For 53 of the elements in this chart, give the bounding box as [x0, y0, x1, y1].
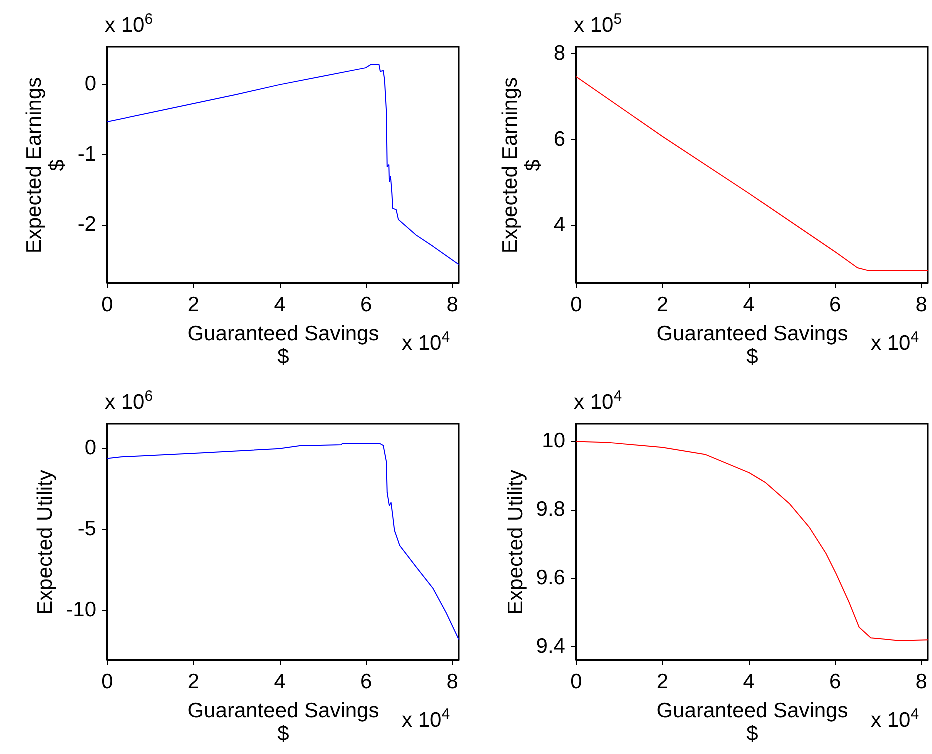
y-tick-label: 8 — [554, 42, 566, 65]
y-tick-label: 9.6 — [536, 566, 566, 590]
y-tick-label: 4 — [554, 214, 566, 237]
x-tick-label: 6 — [360, 294, 372, 316]
text: x 10$^{4}$ — [574, 388, 622, 414]
text: x 10$^{4}$ — [402, 329, 450, 355]
x-tick-label: 4 — [743, 294, 756, 316]
text: x 10$^{4}$ — [402, 706, 450, 732]
x-tick-label: 8 — [916, 670, 928, 694]
x-axis-title: Guaranteed Savings $ — [188, 322, 380, 368]
x-tick-label: 4 — [274, 670, 286, 694]
y-tick-label: 9.8 — [536, 498, 566, 522]
x-tick-label: 8 — [916, 294, 928, 316]
x-tick-label: 6 — [829, 670, 842, 694]
x-tick-label: 6 — [829, 294, 842, 316]
x-tick-label: 6 — [360, 670, 372, 694]
x-tick-label: 2 — [656, 670, 669, 694]
x-tick-label: 8 — [446, 670, 458, 694]
y-axis-title: Expected Utility — [504, 470, 528, 615]
x-axis-title: Guaranteed Savings $ — [188, 700, 380, 746]
y-tick-label: 6 — [554, 128, 566, 151]
y-axis-title: Expected Utility — [34, 470, 58, 615]
x-tick-label: 0 — [102, 294, 114, 316]
y-axis-title: Expected Earnings $ — [498, 77, 545, 254]
y-tick-label: 0 — [84, 436, 96, 460]
x-tick-label: 2 — [188, 294, 200, 316]
line-series — [107, 443, 459, 640]
line-series — [576, 441, 928, 642]
x-tick-label: 2 — [656, 294, 669, 316]
x-axis-title: Guaranteed Savings $ — [656, 700, 848, 746]
y-tick-label: -10 — [66, 598, 96, 622]
x-tick-label: 0 — [570, 294, 582, 316]
x-tick-label: 4 — [743, 670, 756, 694]
x-tick-label: 0 — [570, 670, 582, 694]
y-tick-label: 10 — [542, 430, 566, 453]
line-series — [107, 64, 459, 266]
x-tick-label: 8 — [446, 294, 458, 316]
text: x 10$^{4}$ — [871, 329, 920, 355]
x-axis-title: Guaranteed Savings $ — [656, 322, 848, 368]
x-tick-label: 2 — [188, 670, 200, 694]
text: x 10$^{6}$ — [105, 388, 154, 414]
text: x 10$^{4}$ — [871, 706, 920, 732]
x-tick-label: 4 — [274, 294, 286, 316]
y-tick-label: -5 — [78, 518, 96, 541]
y-tick-label: 0 — [84, 72, 96, 96]
y-tick-label: -1 — [78, 142, 96, 166]
x-tick-label: 0 — [102, 670, 114, 694]
line-series — [576, 76, 928, 272]
text: x 10$^{6}$ — [105, 11, 154, 37]
text: x 10$^{5}$ — [574, 11, 622, 37]
y-tick-label: 9.4 — [536, 634, 566, 658]
y-tick-label: -2 — [78, 213, 96, 236]
y-axis-title: Expected Earnings $ — [22, 77, 69, 254]
